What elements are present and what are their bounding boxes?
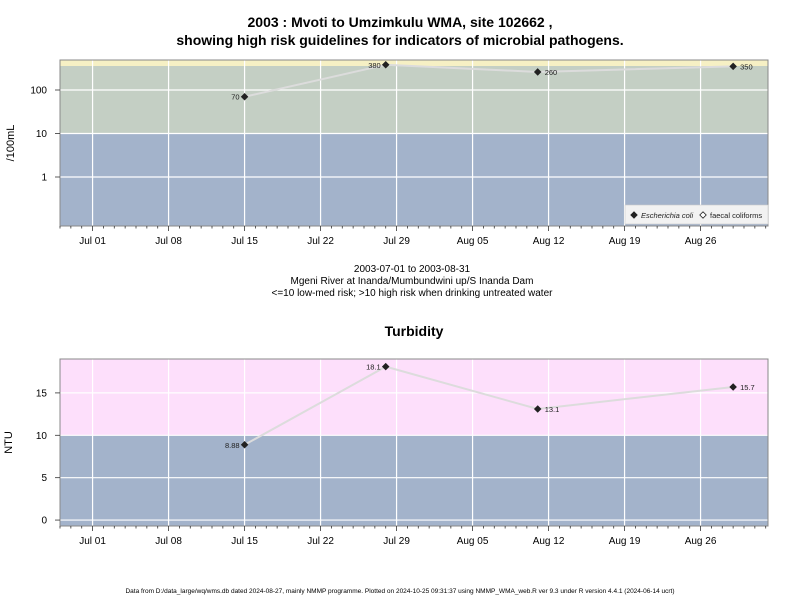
data-label: 70 bbox=[231, 93, 239, 102]
x-tick-label: Jul 22 bbox=[307, 536, 334, 547]
x-tick-label: Jul 29 bbox=[383, 536, 410, 547]
y-tick-label: 100 bbox=[30, 86, 47, 97]
x-tick-label: Aug 05 bbox=[457, 536, 489, 547]
series-line bbox=[244, 365, 734, 446]
data-label: 8.88 bbox=[225, 441, 240, 450]
data-label: 260 bbox=[545, 68, 558, 77]
x-tick-label: Jul 15 bbox=[231, 536, 258, 547]
y-tick-label: 5 bbox=[41, 473, 47, 484]
y-tick-label: 15 bbox=[36, 388, 48, 399]
x-tick-label: Aug 19 bbox=[609, 536, 641, 547]
data-point bbox=[729, 62, 737, 71]
data-point bbox=[381, 61, 390, 69]
data-label: 15.7 bbox=[740, 383, 755, 392]
data-point bbox=[533, 68, 542, 76]
y-tick-label: 10 bbox=[36, 129, 48, 140]
x-tick-label: Jul 01 bbox=[79, 536, 106, 547]
data-point bbox=[240, 441, 249, 449]
data-label: 13.1 bbox=[545, 405, 560, 414]
x-tick-label: Aug 26 bbox=[685, 236, 717, 247]
data-label: 380 bbox=[368, 61, 381, 70]
very-high-risk-band bbox=[60, 60, 768, 66]
legend-marker-filled bbox=[630, 211, 638, 219]
x-tick-label: Jul 22 bbox=[307, 236, 334, 247]
legend-label: Escherichia coli bbox=[641, 211, 693, 220]
legend-box bbox=[624, 204, 769, 225]
x-tick-label: Jul 08 bbox=[155, 536, 182, 547]
x-tick-label: Jul 29 bbox=[383, 236, 410, 247]
legend-marker-open bbox=[699, 211, 707, 219]
chart-title-line1: 2003 : Mvoti to Umzimkulu WMA, site 1026… bbox=[247, 14, 553, 30]
data-point bbox=[729, 383, 737, 391]
data-point bbox=[381, 362, 390, 371]
date-range: 2003-07-01 to 2003-08-31 bbox=[353, 264, 471, 275]
chart-title-line2: showing high risk guidelines for indicat… bbox=[176, 32, 624, 48]
y-tick-label: 1 bbox=[41, 173, 47, 184]
x-tick-label: Aug 19 bbox=[609, 236, 641, 247]
footer-note: Data from D:/data_large/wq/wms.db dated … bbox=[125, 588, 675, 595]
x-tick-label: Jul 15 bbox=[231, 236, 258, 247]
data-point bbox=[240, 92, 249, 101]
legend-label: faecal coliforms bbox=[710, 211, 762, 220]
y-axis-label: NTU bbox=[3, 431, 15, 454]
high-risk-band bbox=[60, 66, 768, 134]
plot-frame bbox=[59, 59, 769, 227]
site-name: Mgeni River at Inanda/Mumbundwini up/S I… bbox=[290, 276, 534, 287]
data-label: 18.1 bbox=[366, 363, 381, 372]
turbidity-title: Turbidity bbox=[384, 323, 444, 339]
y-axis-label: /100mL bbox=[5, 125, 17, 162]
y-tick-label: 10 bbox=[36, 431, 48, 442]
data-label: 350 bbox=[740, 62, 753, 71]
low-turbidity-band bbox=[60, 435, 768, 526]
x-tick-label: Aug 05 bbox=[457, 236, 489, 247]
data-point bbox=[533, 405, 542, 413]
x-tick-label: Aug 12 bbox=[533, 236, 565, 247]
high-turbidity-band bbox=[60, 359, 768, 436]
x-tick-label: Jul 08 bbox=[155, 236, 182, 247]
plot-frame bbox=[59, 358, 769, 527]
x-tick-label: Aug 26 bbox=[685, 536, 717, 547]
x-tick-label: Aug 12 bbox=[533, 536, 565, 547]
y-tick-label: 0 bbox=[41, 516, 47, 527]
x-tick-label: Jul 01 bbox=[79, 236, 106, 247]
risk-guideline: <=10 low-med risk; >10 high risk when dr… bbox=[271, 288, 553, 299]
series-line bbox=[244, 63, 734, 98]
